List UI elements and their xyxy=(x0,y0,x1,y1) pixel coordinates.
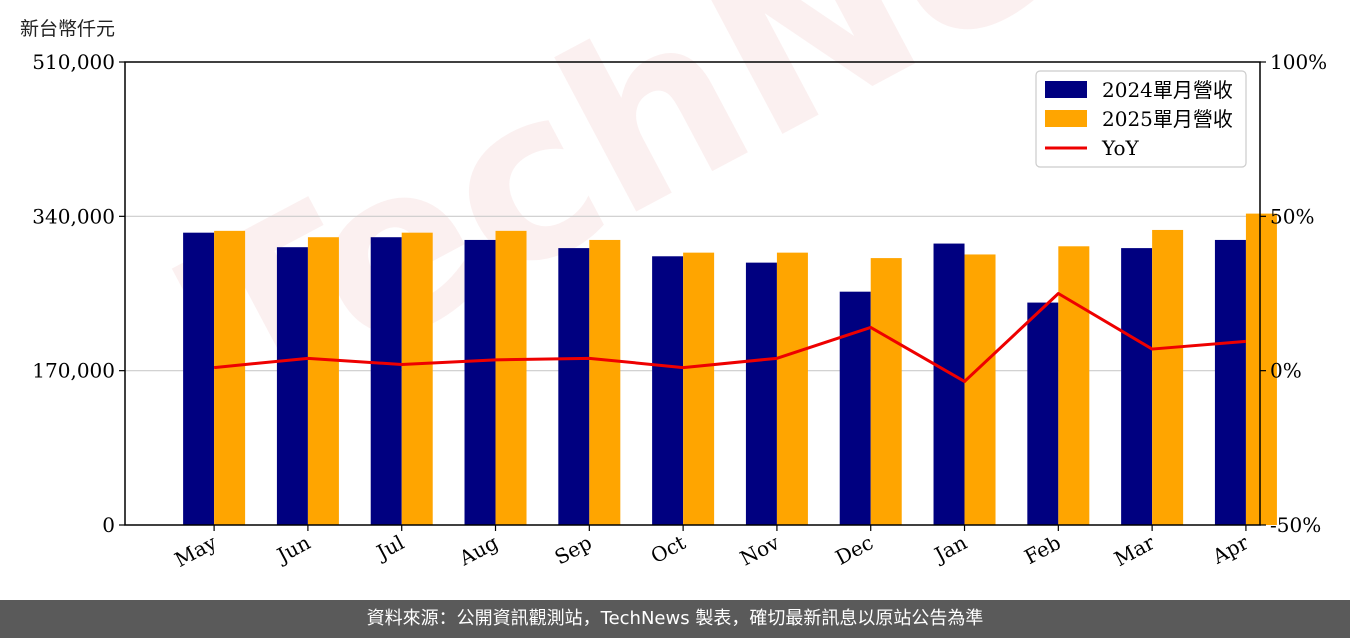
right-tick-label: 100% xyxy=(1270,50,1327,74)
bar-2025 xyxy=(776,252,808,525)
x-tick-label: May xyxy=(171,530,221,572)
legend-label: 2025單月營收 xyxy=(1102,107,1233,131)
bar-2024 xyxy=(1121,248,1153,525)
x-tick-label: Oct xyxy=(647,530,690,568)
bar-2024 xyxy=(1027,302,1059,525)
bar-2025 xyxy=(401,232,433,526)
left-tick-label: 170,000 xyxy=(32,359,115,383)
bar-2025 xyxy=(1152,229,1184,525)
x-tick-label: Feb xyxy=(1020,530,1064,569)
bar-2025 xyxy=(495,230,527,525)
right-tick-label: -50% xyxy=(1270,513,1321,537)
x-tick-label: Dec xyxy=(831,530,877,570)
x-tick-label: Nov xyxy=(736,530,784,571)
bar-2025 xyxy=(307,237,339,525)
bar-2024 xyxy=(370,237,402,525)
bar-2024 xyxy=(183,232,215,526)
source-footer: 資料來源：公開資訊觀測站，TechNews 製表，確切最新訊息以原站公告為準 xyxy=(0,600,1350,638)
bar-2025 xyxy=(589,239,621,525)
legend-label: YoY xyxy=(1101,136,1140,160)
legend-box xyxy=(1035,70,1247,168)
legend-swatch-2024 xyxy=(1045,81,1087,98)
bar-2024 xyxy=(652,256,684,525)
legend-swatch-2025 xyxy=(1045,110,1087,127)
plot-frame xyxy=(124,61,1261,526)
bar-2024 xyxy=(933,243,965,525)
x-tick-label: Jul xyxy=(371,530,408,565)
bar-2025 xyxy=(870,258,902,525)
right-tick-label: 50% xyxy=(1270,204,1314,228)
left-tick-label: 340,000 xyxy=(32,204,115,228)
x-tick-label: Jun xyxy=(271,530,314,568)
bar-2025 xyxy=(1058,246,1090,525)
yoy-line xyxy=(213,292,1247,383)
bar-2025 xyxy=(1245,213,1277,525)
x-tick-label: Apr xyxy=(1208,530,1253,569)
x-tick-label: Jan xyxy=(929,530,971,568)
bar-2024 xyxy=(276,247,308,525)
bar-2024 xyxy=(745,262,777,525)
bar-2025 xyxy=(683,252,715,525)
x-tick-label: Mar xyxy=(1110,530,1159,571)
x-tick-label: Aug xyxy=(454,530,502,571)
right-tick-label: 0% xyxy=(1270,359,1302,383)
bar-2024 xyxy=(1214,239,1246,525)
bar-2025 xyxy=(214,230,246,525)
unit-label: 新台幣仟元 xyxy=(20,18,116,40)
bar-2024 xyxy=(558,248,590,525)
left-tick-label: 510,000 xyxy=(32,50,115,74)
x-tick-label: Sep xyxy=(551,530,596,569)
bar-2024 xyxy=(839,291,871,525)
revenue-chart: 0 170,000 340,000 510,000 -50% 0% 50% 100% May Ju… xyxy=(32,50,1327,572)
bar-2024 xyxy=(464,239,496,525)
bar-2025 xyxy=(964,254,996,525)
legend-label: 2024單月營收 xyxy=(1102,78,1233,102)
left-tick-label: 0 xyxy=(102,513,115,537)
